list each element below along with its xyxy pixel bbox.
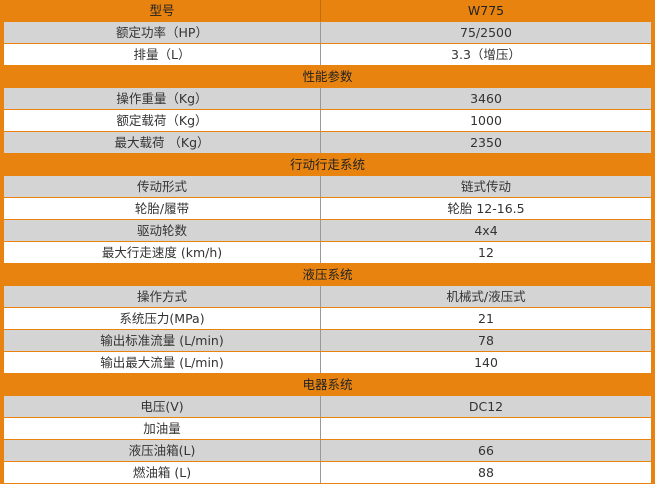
section-title: 行动行走系统 <box>4 153 651 176</box>
table-row: 系统压力(MPa) 21 <box>4 307 651 330</box>
spec-label: 传动形式 <box>4 175 321 198</box>
spec-value: 21 <box>320 307 651 330</box>
spec-value: 66 <box>320 439 651 462</box>
spec-label: 驱动轮数 <box>4 219 321 242</box>
spec-value: 75/2500 <box>320 21 651 44</box>
spec-value: 1000 <box>320 109 651 132</box>
section-title: 性能参数 <box>4 65 651 88</box>
table-row: 操作方式 机械式/液压式 <box>4 285 651 308</box>
table-row: 操作重量（Kg） 3460 <box>4 87 651 110</box>
spec-label: 最大载荷 （Kg） <box>4 131 321 154</box>
table-row: 输出最大流量 (L/min) 140 <box>4 351 651 374</box>
spec-value: 88 <box>320 461 651 484</box>
table-header-row: 型号 W775 <box>4 0 651 22</box>
spec-value: 3.3（增压） <box>320 43 651 66</box>
spec-label: 液压油箱(L) <box>4 439 321 462</box>
spec-label: 额定载荷（Kg） <box>4 109 321 132</box>
table-row: 最大载荷 （Kg） 2350 <box>4 131 651 154</box>
section-header-row: 性能参数 <box>4 65 651 88</box>
spec-label: 系统压力(MPa) <box>4 307 321 330</box>
section-title: 液压系统 <box>4 263 651 286</box>
section-header-row: 电器系统 <box>4 373 651 396</box>
table-row: 额定载荷（Kg） 1000 <box>4 109 651 132</box>
table-row: 最大行走速度 (km/h) 12 <box>4 241 651 264</box>
table-row: 液压油箱(L) 66 <box>4 439 651 462</box>
table-row: 轮胎/履带 轮胎 12-16.5 <box>4 197 651 220</box>
table-row: 电压(V) DC12 <box>4 395 651 418</box>
spec-label: 额定功率（HP） <box>4 21 321 44</box>
spec-label: 轮胎/履带 <box>4 197 321 220</box>
spec-value: 轮胎 12-16.5 <box>320 197 651 220</box>
spec-label: 输出最大流量 (L/min) <box>4 351 321 374</box>
spec-value: 140 <box>320 351 651 374</box>
spec-table: 型号 W775 额定功率（HP） 75/2500 排量（L） 3.3（增压） 性能参数操… <box>4 0 651 484</box>
table-row: 驱动轮数 4x4 <box>4 219 651 242</box>
table-row: 燃油箱 (L) 88 <box>4 461 651 484</box>
spec-value: 4x4 <box>320 219 651 242</box>
spec-label: 电压(V) <box>4 395 321 418</box>
spec-value: DC12 <box>320 395 651 418</box>
spec-value: 78 <box>320 329 651 352</box>
section-header-row: 行动行走系统 <box>4 153 651 176</box>
spec-label: 加油量 <box>4 417 321 440</box>
spec-value: 3460 <box>320 87 651 110</box>
spec-value: 机械式/液压式 <box>320 285 651 308</box>
spec-label: 排量（L） <box>4 43 321 66</box>
spec-label: 操作方式 <box>4 285 321 308</box>
model-value: W775 <box>320 0 651 22</box>
section-title: 电器系统 <box>4 373 651 396</box>
table-row: 加油量 <box>4 417 651 440</box>
spec-label: 燃油箱 (L) <box>4 461 321 484</box>
spec-value: 12 <box>320 241 651 264</box>
spec-value <box>320 417 651 440</box>
table-row: 传动形式 链式传动 <box>4 175 651 198</box>
table-row: 排量（L） 3.3（增压） <box>4 43 651 66</box>
model-label: 型号 <box>4 0 321 22</box>
section-header-row: 液压系统 <box>4 263 651 286</box>
spec-label: 最大行走速度 (km/h) <box>4 241 321 264</box>
spec-label: 操作重量（Kg） <box>4 87 321 110</box>
table-row: 额定功率（HP） 75/2500 <box>4 21 651 44</box>
spec-value: 链式传动 <box>320 175 651 198</box>
spec-label: 输出标准流量 (L/min) <box>4 329 321 352</box>
spec-value: 2350 <box>320 131 651 154</box>
table-row: 输出标准流量 (L/min) 78 <box>4 329 651 352</box>
